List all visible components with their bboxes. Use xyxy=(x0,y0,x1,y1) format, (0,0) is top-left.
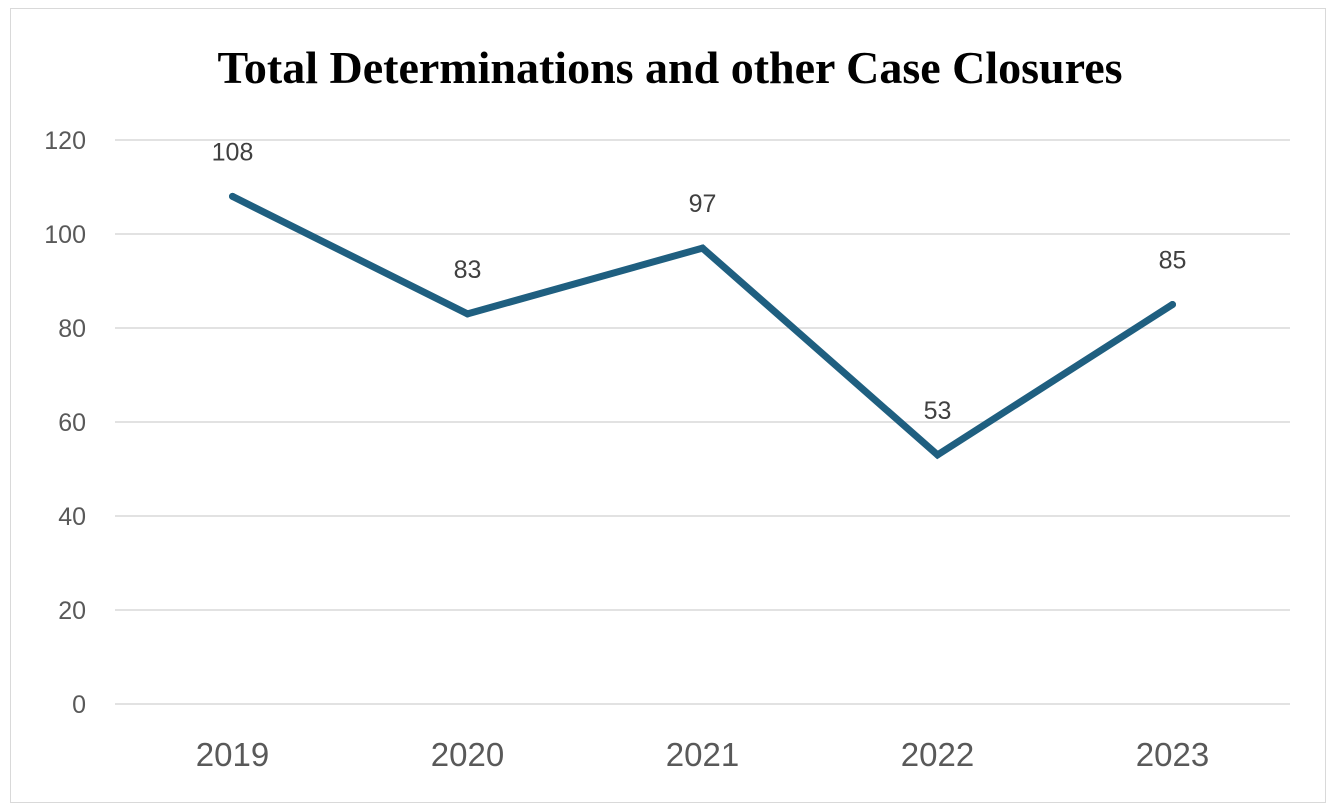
x-tick-label: 2023 xyxy=(1136,736,1209,773)
series-line xyxy=(229,192,1176,460)
x-tick-label: 2021 xyxy=(666,736,739,773)
y-tick-label: 20 xyxy=(58,597,86,625)
data-label: 53 xyxy=(924,397,952,425)
y-tick-label: 60 xyxy=(58,409,86,437)
data-point xyxy=(934,451,941,459)
x-tick-label: 2020 xyxy=(431,736,504,773)
data-label: 97 xyxy=(689,190,717,218)
data-label: 108 xyxy=(212,138,254,166)
x-axis-ticks: 2019 2020 2021 2022 2023 xyxy=(196,736,1209,773)
x-tick-label: 2022 xyxy=(901,736,974,773)
y-tick-label: 40 xyxy=(58,503,86,531)
y-tick-label: 100 xyxy=(44,221,86,249)
y-tick-label: 80 xyxy=(58,315,86,343)
x-tick-label: 2019 xyxy=(196,736,269,773)
y-tick-label: 120 xyxy=(44,127,86,155)
data-point xyxy=(1169,301,1176,308)
data-point xyxy=(464,310,471,318)
data-point xyxy=(699,244,706,252)
data-label: 83 xyxy=(454,256,482,284)
series-layer xyxy=(229,192,1176,460)
data-labels: 108 83 97 53 85 xyxy=(212,138,1187,425)
y-axis-ticks: 0 20 40 60 80 100 120 xyxy=(44,127,86,719)
data-label: 85 xyxy=(1159,247,1187,275)
data-point xyxy=(229,192,236,200)
chart-title: Total Determinations and other Case Clos… xyxy=(217,42,1122,93)
y-tick-label: 0 xyxy=(72,691,86,719)
